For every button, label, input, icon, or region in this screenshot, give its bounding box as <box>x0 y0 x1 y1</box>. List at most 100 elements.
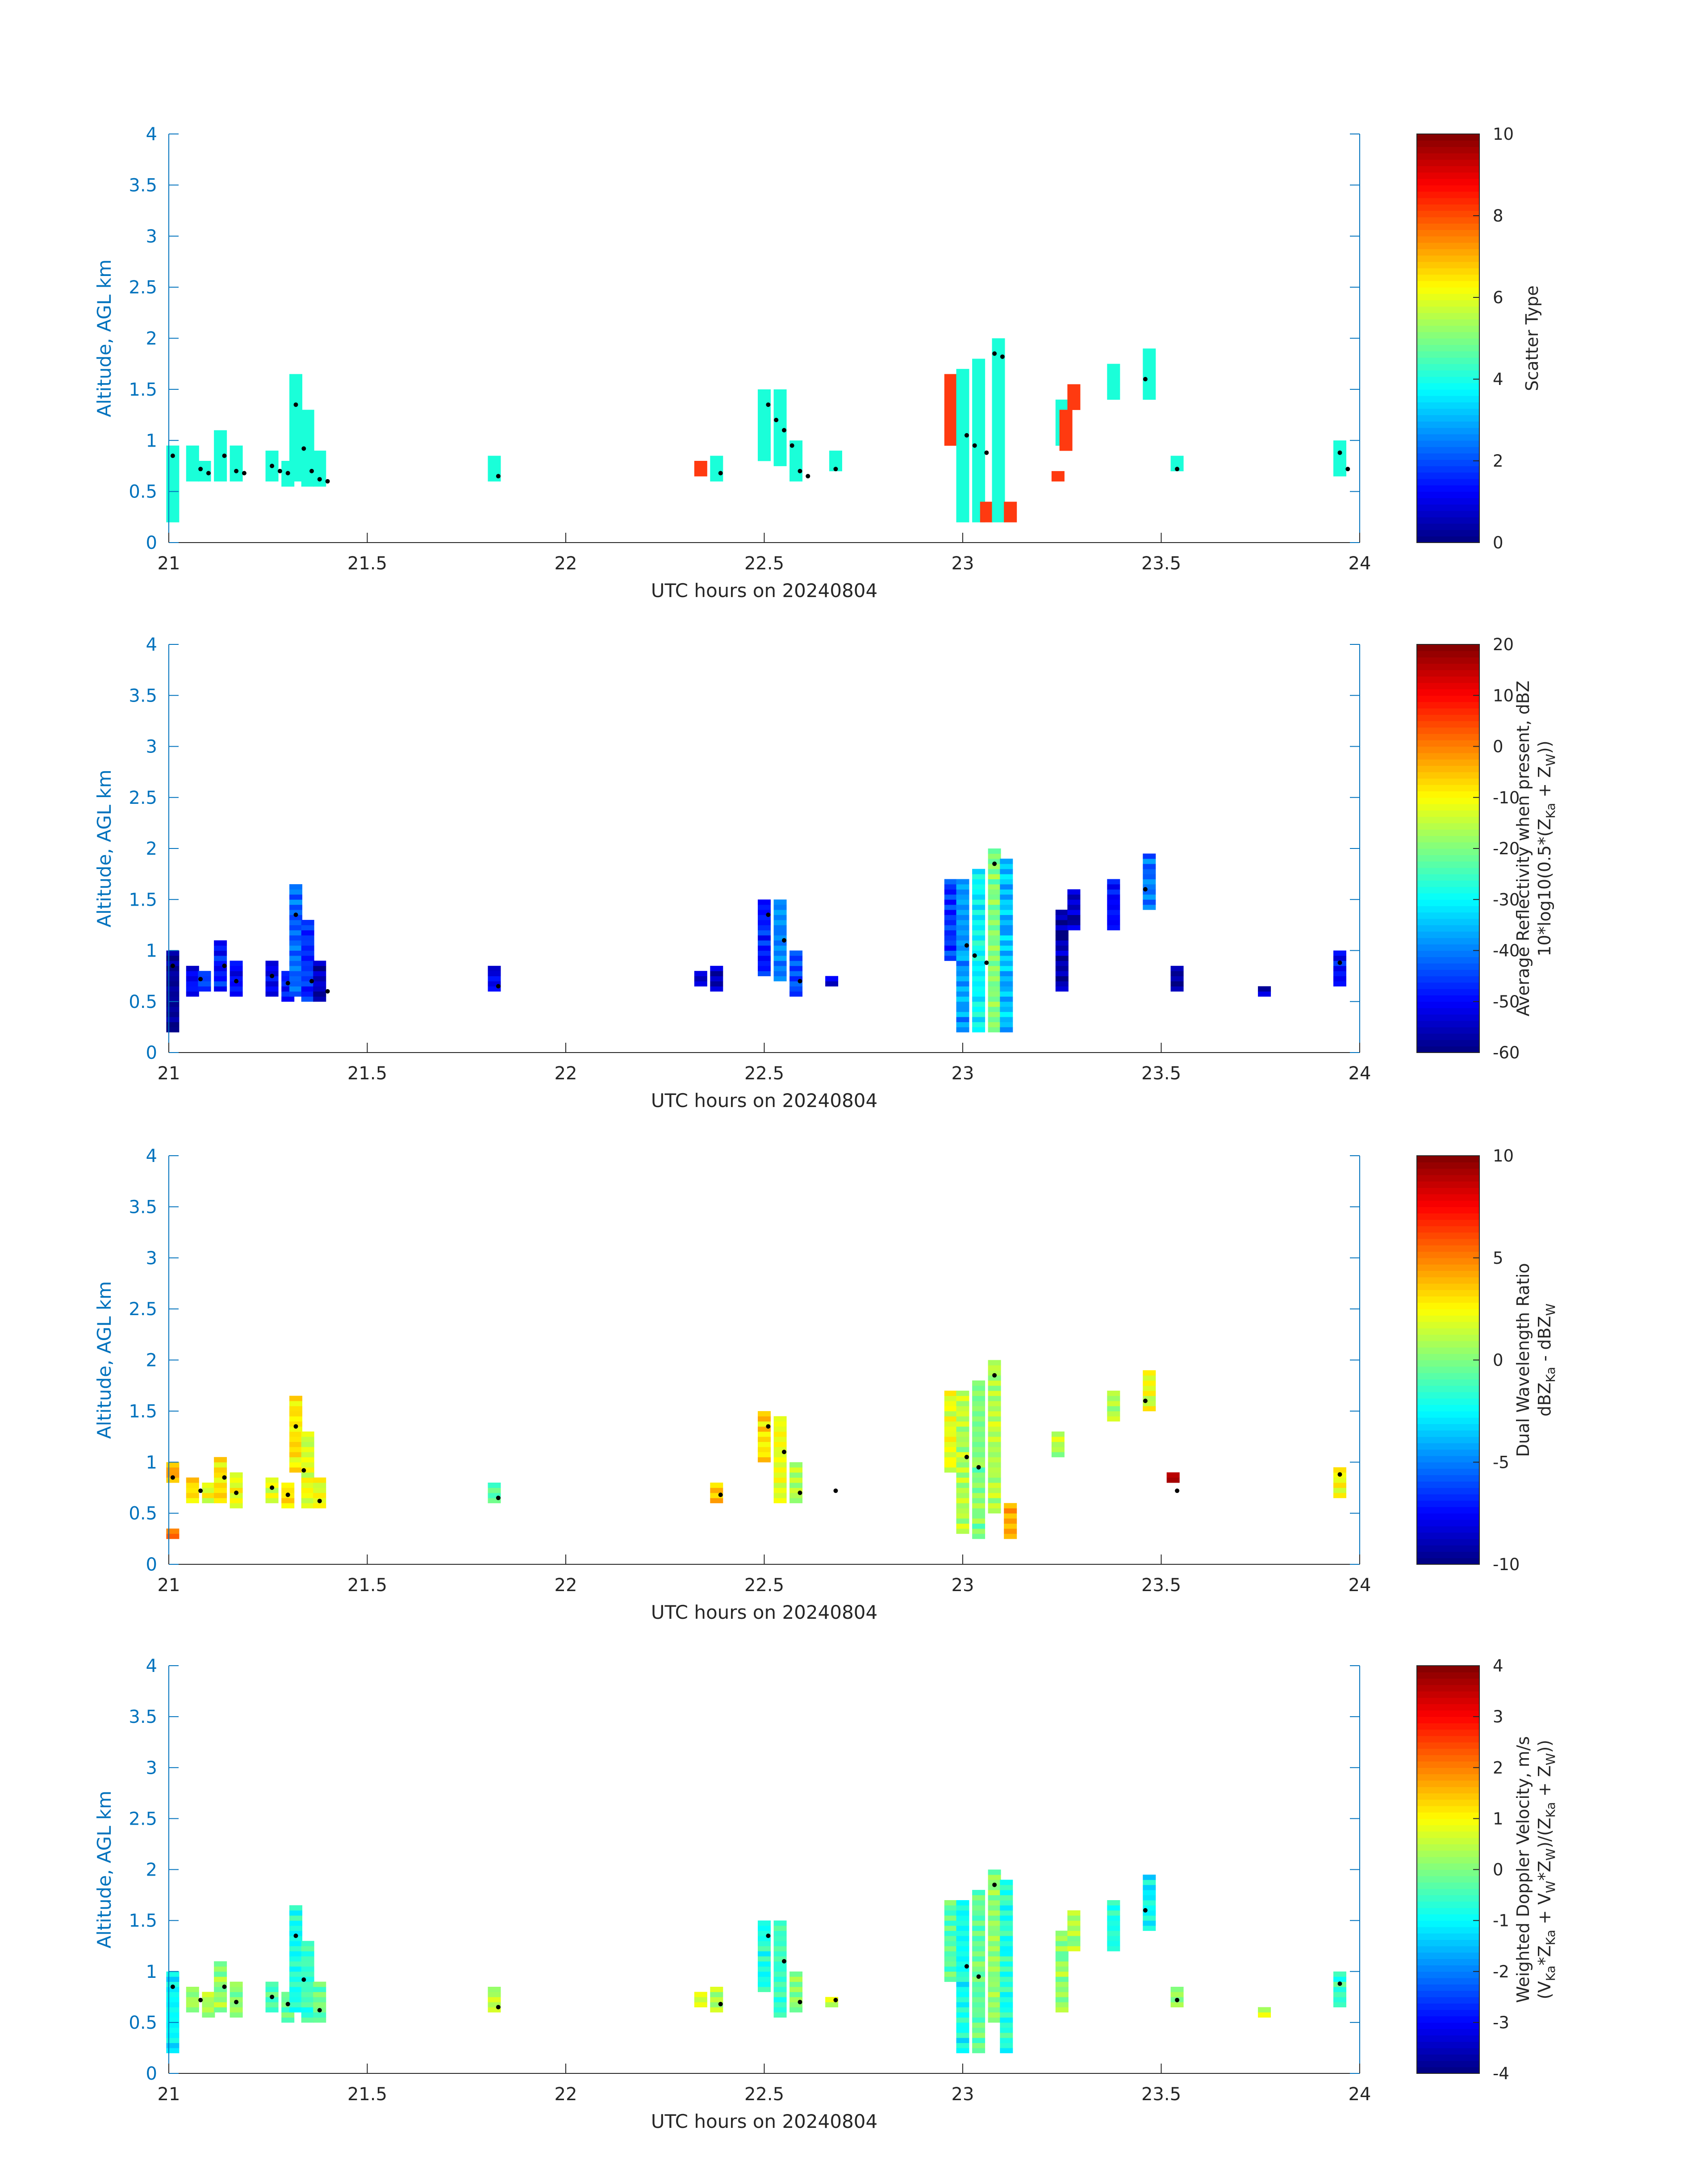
data-cell <box>992 501 1005 507</box>
colorbar-swatch <box>1417 1207 1479 1214</box>
x-tick-label: 23 <box>952 1575 974 1596</box>
colorbar-tick-label: 0 <box>1493 533 1503 552</box>
data-cell <box>1055 1935 1069 1941</box>
data-cell <box>289 904 302 910</box>
data-cell <box>972 1513 986 1519</box>
data-cell <box>1107 1391 1120 1396</box>
colorbar-swatch <box>1417 408 1479 415</box>
data-cell <box>944 1442 957 1447</box>
data-cell <box>944 435 957 441</box>
data-cell <box>1170 965 1184 971</box>
y-axis-label: Altitude, AGL km <box>93 1791 115 1948</box>
data-cell <box>1107 889 1120 895</box>
data-cell <box>202 1997 215 2002</box>
data-cell <box>1055 945 1069 951</box>
data-cell <box>758 1956 771 1962</box>
data-cell <box>214 950 227 956</box>
data-cell <box>214 1462 227 1468</box>
data-cell <box>773 425 787 430</box>
cloud-base-dot <box>496 1496 501 1500</box>
data-cell <box>1051 476 1065 482</box>
data-cell <box>1333 971 1346 977</box>
data-cell <box>710 971 723 977</box>
data-cell <box>1170 1987 1184 1992</box>
x-tick-label: 21.5 <box>347 1575 387 1596</box>
data-cell <box>988 930 1001 936</box>
data-cell <box>289 1442 302 1447</box>
data-cell <box>166 501 180 507</box>
y-tick-label: 1.5 <box>129 1911 157 1931</box>
colorbar-swatch <box>1417 1334 1479 1341</box>
colorbar-swatch <box>1417 1838 1479 1845</box>
data-cell <box>988 1890 1001 1895</box>
data-cell <box>1000 1885 1013 1890</box>
data-cell <box>1143 348 1156 354</box>
cloud-base-dot <box>964 943 969 948</box>
data-cell <box>972 879 986 885</box>
cloud-base-dot <box>976 1974 981 1979</box>
data-cell <box>230 1992 243 1997</box>
colorbar-swatch <box>1417 1258 1479 1265</box>
data-cell <box>1055 1946 1069 1951</box>
data-cell <box>789 986 803 992</box>
data-cell <box>956 512 969 518</box>
data-cell <box>1143 904 1156 910</box>
data-cell <box>230 451 243 456</box>
data-cell <box>988 1401 1001 1406</box>
colorbar-swatch <box>1417 1014 1479 1021</box>
data-cell <box>972 512 986 518</box>
data-cell <box>710 965 723 971</box>
colorbar-swatch <box>1417 1914 1479 1921</box>
data-cell <box>281 466 295 472</box>
colorbar-swatch <box>1417 1500 1479 1507</box>
data-cell <box>972 374 986 380</box>
data-cell <box>214 466 227 472</box>
data-cell <box>789 1976 803 1982</box>
data-cell <box>972 389 986 395</box>
data-cell <box>956 1452 969 1458</box>
data-cell <box>988 1442 1001 1447</box>
data-cell <box>186 971 199 977</box>
data-cell <box>301 1452 314 1458</box>
data-cell <box>694 1997 707 2002</box>
data-cell <box>992 440 1005 446</box>
data-cell <box>956 384 969 390</box>
y-axis-label: Altitude, AGL km <box>93 769 115 927</box>
data-cell <box>301 1437 314 1442</box>
data-cell <box>1067 894 1081 900</box>
y-tick-label: 2 <box>146 329 157 349</box>
cloud-base-dot <box>222 453 227 458</box>
data-cell <box>1055 1951 1069 1956</box>
x-axis-label: UTC hours on 20240804 <box>651 1090 878 1111</box>
x-axis-label: UTC hours on 20240804 <box>651 580 878 602</box>
colorbar-swatch <box>1417 1290 1479 1297</box>
data-cell <box>166 1472 180 1478</box>
data-cell <box>980 517 993 522</box>
data-cell <box>972 1007 986 1012</box>
data-cell <box>1000 1961 1013 1967</box>
data-cell <box>230 965 243 971</box>
colorbar-swatch <box>1417 1264 1479 1271</box>
data-cell <box>956 1011 969 1017</box>
cloud-base-dots <box>170 1373 1342 1504</box>
data-cell <box>773 915 787 920</box>
cloud-base-dot <box>766 912 771 917</box>
data-cell <box>1000 858 1013 864</box>
cloud-base-dot <box>234 979 239 984</box>
data-cell <box>1051 1437 1065 1442</box>
data-cell <box>972 1528 986 1534</box>
data-cell <box>1143 894 1156 900</box>
data-cell <box>758 415 771 420</box>
data-cell <box>758 950 771 956</box>
data-cell <box>1333 2002 1346 2008</box>
data-cell <box>956 461 969 466</box>
data-cell <box>988 1421 1001 1427</box>
colorbar-swatch <box>1417 1926 1479 1934</box>
data-cell <box>214 461 227 466</box>
data-cell <box>789 476 803 482</box>
data-cell <box>758 440 771 446</box>
data-cell <box>972 1946 986 1951</box>
data-cell <box>1004 512 1017 518</box>
colorbar-swatch <box>1417 676 1479 683</box>
data-cell <box>1333 1971 1346 1977</box>
